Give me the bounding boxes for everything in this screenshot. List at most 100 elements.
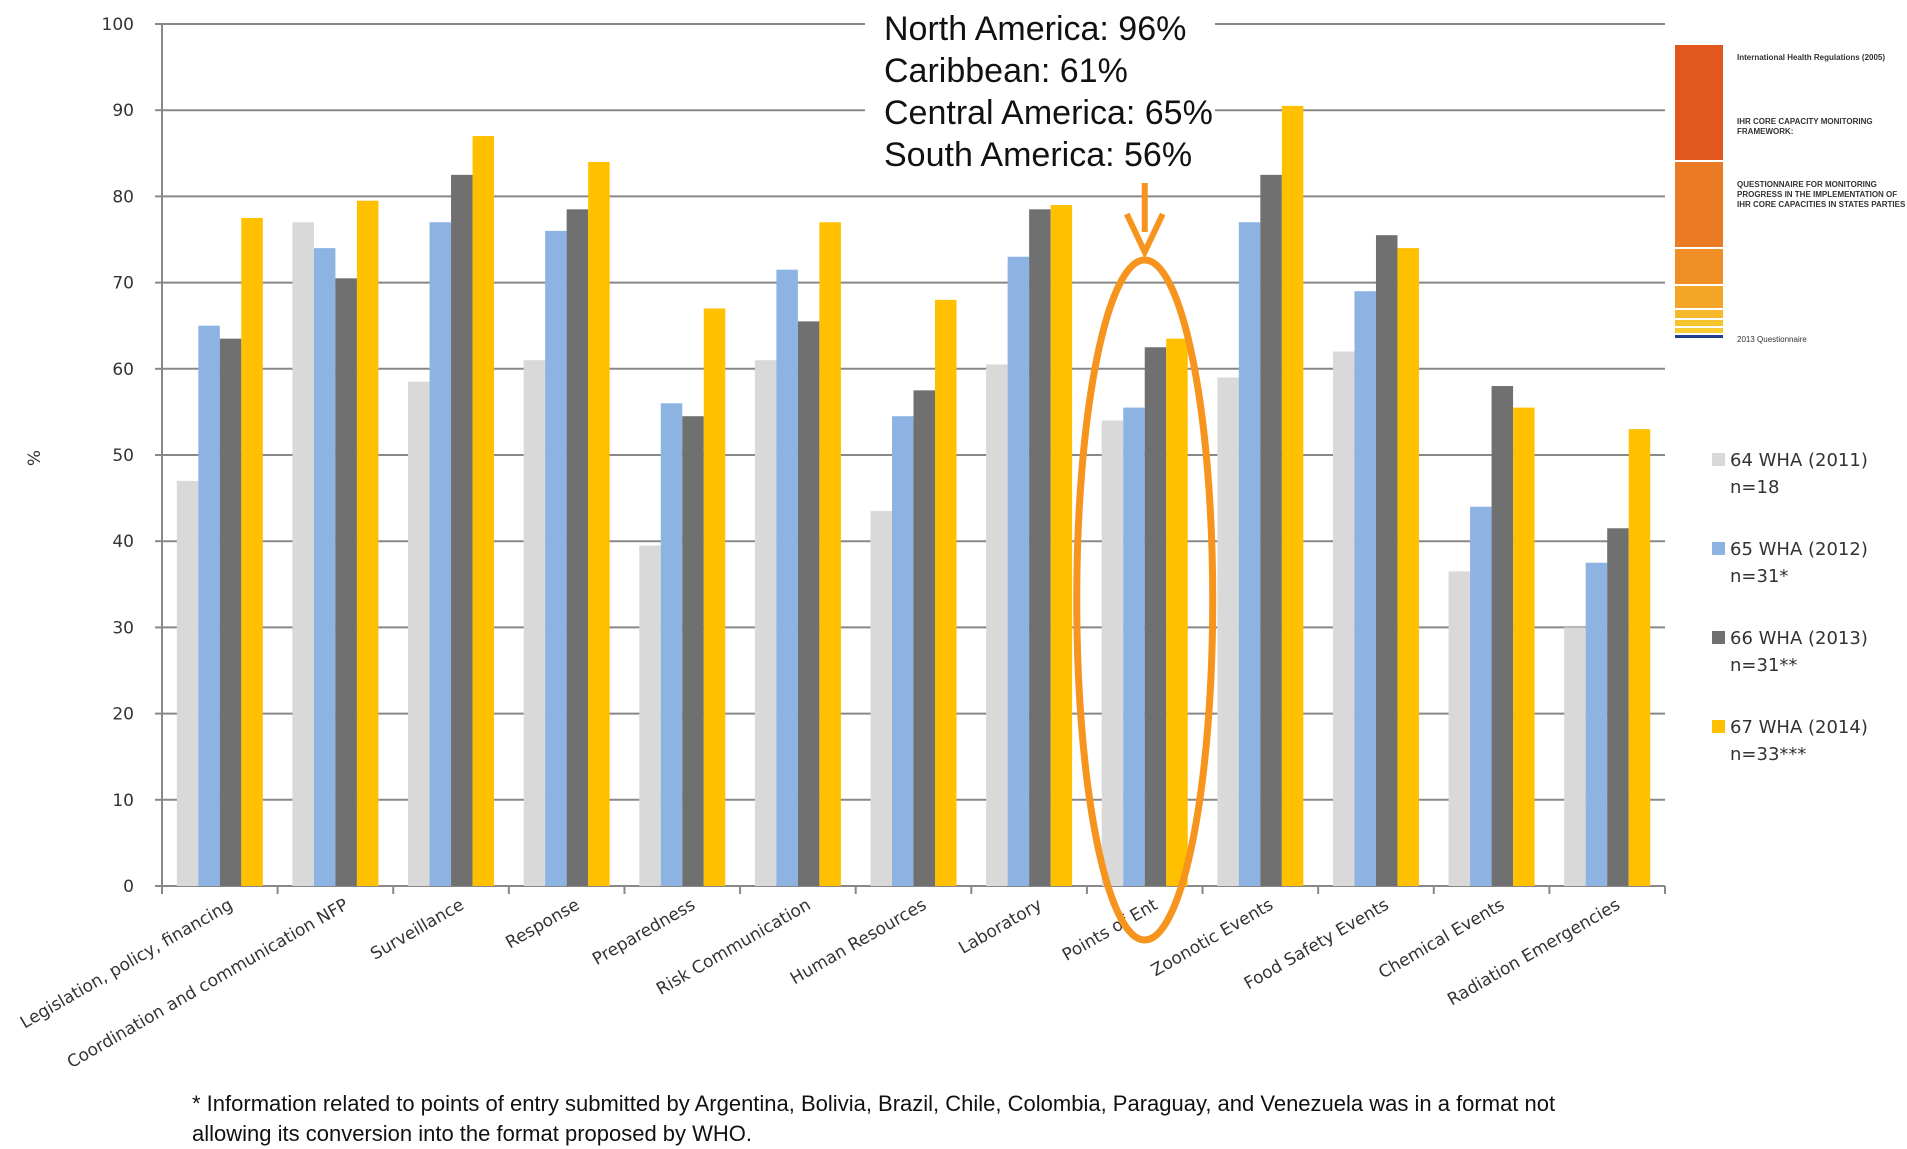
bar [313, 248, 336, 886]
y-tick-label: 30 [112, 618, 134, 638]
bar [754, 360, 777, 886]
cover-body: QUESTIONNAIRE FOR MONITORING PROGRESS IN… [1737, 180, 1906, 209]
cover-subtitle: IHR CORE CAPACITY MONITORING FRAMEWORK: [1737, 117, 1873, 136]
bar [1101, 420, 1124, 886]
y-tick-label: 60 [112, 360, 134, 380]
bar [198, 325, 220, 886]
annotation-line: Central America: 65% [884, 94, 1213, 132]
legend-label: 66 WHA (2013) [1730, 628, 1868, 649]
bar [176, 480, 199, 886]
footnote: * Information related to points of entry… [192, 1089, 1892, 1149]
bar [1607, 528, 1629, 886]
y-tick-label: 20 [112, 705, 134, 725]
bar [1470, 506, 1492, 886]
highlight-arrow-head [1124, 212, 1166, 260]
y-axis: 0 10 20 30 40 50 60 70 80 90 100 [102, 15, 163, 897]
bar [1332, 351, 1355, 886]
bar [408, 381, 430, 886]
bar [660, 403, 683, 886]
y-tick-label: 40 [112, 532, 134, 552]
x-tick-label: Legislation, policy, financing [17, 895, 236, 1033]
bar [1585, 562, 1608, 886]
bar [913, 390, 935, 886]
bar [1491, 386, 1514, 886]
bar [1166, 338, 1188, 886]
footnote-line-2: allowing its conversion into the format … [192, 1121, 753, 1146]
bar [797, 321, 820, 886]
legend-swatch [1712, 631, 1725, 644]
bar [819, 222, 841, 886]
bar [639, 545, 661, 886]
y-tick-label: 50 [112, 446, 134, 466]
bar [1513, 407, 1535, 886]
annotation-line: Caribbean: 61% [884, 52, 1128, 90]
y-tick-label: 90 [112, 101, 134, 121]
legend-swatch [1712, 453, 1725, 466]
bar [1628, 429, 1651, 886]
x-axis: Legislation, policy, financingCoordinati… [17, 886, 1666, 1073]
bar [566, 209, 589, 886]
legend-swatch [1712, 720, 1725, 733]
annotation-line: South America: 56% [884, 136, 1192, 174]
y-tick-label: 0 [123, 877, 134, 897]
legend-label: 65 WHA (2012) [1730, 539, 1868, 560]
bar [1144, 347, 1167, 886]
bar [1217, 377, 1239, 886]
bar [776, 269, 798, 886]
bar [523, 360, 546, 886]
footnote-line-1: * Information related to points of entry… [192, 1091, 1556, 1116]
cover-title: International Health Regulations (2005) [1737, 53, 1886, 62]
bar [219, 338, 242, 886]
bar [1238, 222, 1261, 886]
bar [1564, 627, 1586, 886]
bar [1260, 174, 1282, 887]
bar [870, 511, 892, 886]
annotation-line: North America: 96% [884, 10, 1186, 48]
bar [703, 308, 726, 887]
bar [241, 217, 263, 886]
questionnaire-cover-thumbnail: International Health Regulations (2005) … [1675, 45, 1907, 365]
legend-label: n=18 [1730, 477, 1779, 498]
cover-footer: 2013 Questionnaire [1737, 335, 1807, 344]
legend-label: n=33*** [1730, 744, 1806, 765]
y-tick-label: 70 [112, 274, 134, 294]
bar [292, 222, 314, 886]
bar [1281, 105, 1304, 886]
legend-label: n=31* [1730, 566, 1788, 587]
legend-label: 64 WHA (2011) [1730, 450, 1868, 471]
y-tick-label: 10 [112, 791, 134, 811]
bar [588, 161, 610, 887]
x-tick-label: Surveillance [367, 895, 467, 964]
bar [892, 416, 914, 886]
legend-swatch [1712, 542, 1725, 555]
bar [986, 364, 1008, 886]
bars [176, 105, 1651, 887]
x-tick-label: Points of Ent [1059, 895, 1161, 966]
bar [1354, 291, 1376, 887]
legend-label: 67 WHA (2014) [1730, 717, 1868, 738]
bar [335, 278, 357, 886]
bar [1123, 407, 1145, 886]
x-tick-label: Preparedness [589, 895, 699, 970]
cover-stripes [1675, 45, 1723, 338]
legend: 64 WHA (2011) n=18 65 WHA (2012) n=31* 66 WH… [1712, 450, 1868, 765]
x-tick-label: Response [502, 895, 583, 953]
annotation: North America: 96% Caribbean: 61% Central … [865, 0, 1217, 944]
legend-label: n=31** [1730, 655, 1797, 676]
bar [935, 299, 957, 887]
bar [1050, 205, 1073, 886]
bar [545, 230, 567, 886]
bar [429, 222, 452, 886]
bar [451, 174, 473, 887]
bar [1397, 248, 1419, 886]
bar [472, 136, 495, 886]
bar [356, 200, 379, 886]
bar [682, 416, 704, 886]
bar [1029, 209, 1051, 886]
bar [1375, 235, 1398, 886]
y-tick-label: 80 [112, 187, 134, 207]
y-tick-label: 100 [102, 15, 134, 35]
highlight-ellipse [1073, 256, 1217, 944]
annotation-box [865, 0, 1215, 178]
